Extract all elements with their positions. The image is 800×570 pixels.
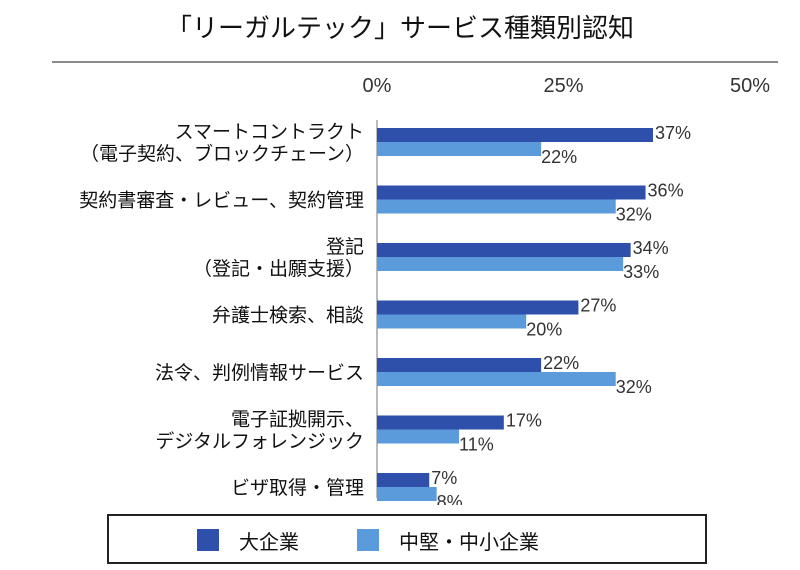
category-label: 登記 <box>326 236 364 258</box>
legend-item-sme: 中堅・中小企業 <box>357 528 539 554</box>
legend-swatch-sme <box>357 529 379 551</box>
bar <box>377 142 542 156</box>
category-label: スマートコントラクト <box>175 121 364 143</box>
data-label: 34% <box>633 238 669 258</box>
data-label: 17% <box>506 411 542 431</box>
data-label: 33% <box>623 262 659 282</box>
legend-label-sme: 中堅・中小企業 <box>399 529 539 554</box>
x-tick-label: 25% <box>543 75 583 97</box>
bar <box>377 300 579 315</box>
data-label: 32% <box>616 205 652 225</box>
bar <box>377 257 624 271</box>
data-label: 22% <box>541 147 577 167</box>
legend-swatch-large <box>197 529 219 551</box>
bar <box>377 358 542 372</box>
title-divider <box>52 61 778 63</box>
data-label: 22% <box>543 353 579 373</box>
x-tick-label: 0% <box>363 75 392 97</box>
bar <box>377 372 616 386</box>
data-label: 37% <box>655 123 691 143</box>
data-label: 32% <box>616 377 652 397</box>
bar <box>377 429 460 444</box>
category-label: デジタルフォレンジック <box>155 431 364 453</box>
category-label: 弁護士検索、相談 <box>212 305 364 327</box>
category-label: ビザ取得・管理 <box>231 477 364 499</box>
bar <box>377 128 654 142</box>
data-label: 27% <box>580 296 616 316</box>
data-label: 11% <box>459 435 494 455</box>
chart-title: 「リーガルテック」サービス種類別認知 <box>165 14 634 44</box>
legend: 大企業 中堅・中小企業 <box>107 514 707 564</box>
bar <box>377 199 616 214</box>
data-label: 20% <box>526 320 562 340</box>
category-label: （登記・出願支援） <box>193 258 364 280</box>
legend-label-large: 大企業 <box>239 529 299 554</box>
data-label: 36% <box>648 181 684 201</box>
bar <box>377 243 631 257</box>
bar <box>377 314 527 329</box>
category-label: 契約書審査・レビュー、契約管理 <box>79 190 364 212</box>
category-label: 法令、判例情報サービス <box>155 362 364 384</box>
bar <box>377 487 437 501</box>
plot-area: 0% 25% 50% 37% 22% スマートコントラクト（電子契約、ブロックチェーン） 3… <box>79 75 770 505</box>
x-tick-label: 50% <box>730 75 770 97</box>
bar <box>377 415 504 430</box>
category-label: （電子契約、ブロックチェーン） <box>80 142 364 165</box>
legend-item-large: 大企業 <box>197 528 299 554</box>
bar <box>377 473 430 487</box>
data-label: 7% <box>431 468 457 488</box>
category-label: 電子証拠開示、 <box>231 409 364 431</box>
bar <box>377 185 646 200</box>
data-label: 8% <box>437 492 463 505</box>
